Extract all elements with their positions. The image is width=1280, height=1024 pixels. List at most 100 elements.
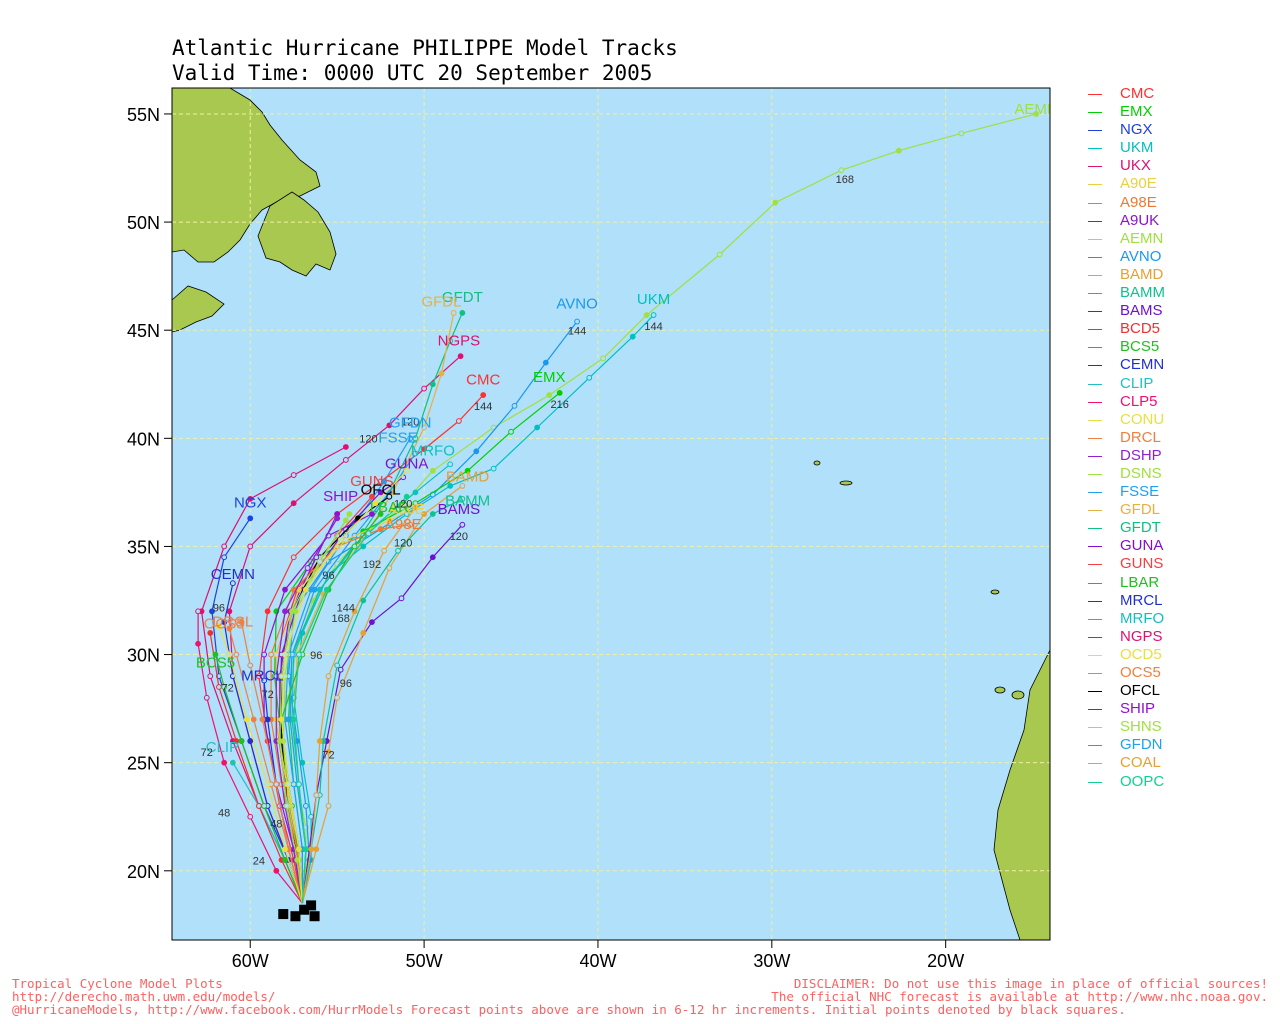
track-point: [276, 738, 283, 744]
legend-item-ngx: NGX: [1080, 121, 1280, 139]
track-point: [838, 167, 845, 174]
track-point: [351, 543, 358, 550]
track-point: [247, 813, 254, 820]
track-point: [421, 385, 427, 392]
track-point: [429, 467, 436, 474]
legend-label: UKM: [1120, 139, 1154, 157]
legend-label: OOPC: [1120, 772, 1165, 790]
track-point: [412, 504, 419, 511]
track-point: [259, 716, 266, 723]
hour-label: 72: [261, 689, 273, 701]
legend-item-ofcl: OFCL: [1080, 682, 1280, 700]
track-point: [325, 748, 332, 755]
track-point: [377, 489, 384, 496]
track-point: [226, 651, 233, 658]
hour-label: 72: [201, 747, 213, 759]
land-azores: [839, 480, 853, 486]
track-point: [290, 554, 297, 561]
legend-swatch: [1088, 202, 1102, 204]
track-label: CMC: [466, 371, 500, 388]
track-point: [302, 846, 309, 853]
hour-label: 96: [213, 602, 225, 614]
track-point: [247, 495, 254, 502]
legend-label: GFDL: [1120, 501, 1161, 519]
track-point: [459, 521, 466, 528]
legend-label: NGPS: [1120, 627, 1163, 645]
legend-label: BCD5: [1120, 320, 1161, 338]
track-point: [304, 565, 311, 571]
track-point: [316, 558, 323, 565]
legend-item-cemn: CEMN: [1080, 356, 1280, 374]
lat-label: 20N: [127, 862, 160, 882]
track-point: [264, 781, 271, 788]
track-point: [290, 781, 297, 788]
track-point: [337, 537, 344, 543]
legend-item-ship: SHIP: [1080, 700, 1280, 718]
footer-url[interactable]: http://derecho.math.uwm.edu/models/: [12, 989, 276, 1004]
legend-swatch: [1088, 166, 1102, 168]
track-point: [289, 608, 295, 615]
legend-item-ocs5: OCS5: [1080, 664, 1280, 682]
hour-label: 72: [222, 682, 234, 694]
legend-item-lbar: LBAR: [1080, 574, 1280, 592]
track-point: [369, 619, 375, 626]
legend-swatch: [1088, 727, 1102, 729]
track-point: [221, 554, 228, 561]
legend-swatch: [1088, 256, 1102, 258]
legend-label: EMX: [1120, 103, 1153, 121]
track-point: [403, 493, 410, 500]
legend-label: CLP5: [1120, 392, 1158, 410]
legend-label: A90E: [1120, 175, 1157, 193]
legend-item-mrfo: MRFO: [1080, 610, 1280, 628]
land-nova-scotia: [172, 285, 225, 333]
legend-label: OFCL: [1120, 682, 1161, 700]
track-label: UKM: [637, 291, 670, 308]
track-point: [334, 662, 341, 669]
legend-item-avno: AVNO: [1080, 248, 1280, 266]
legend-swatch: [1088, 745, 1102, 747]
track-point: [1033, 111, 1039, 117]
legend-label: CONU: [1120, 410, 1165, 428]
initial-point-square: [309, 911, 320, 922]
track-point: [421, 511, 427, 517]
track-point: [325, 673, 332, 680]
legend-swatch: [1088, 546, 1102, 548]
legend-item-bcd5: BCD5: [1080, 320, 1280, 338]
track-point: [256, 673, 262, 680]
legend-item-bamm: BAMM: [1080, 284, 1280, 302]
lon-label: 50W: [406, 951, 443, 971]
track-point: [325, 803, 332, 809]
legend-swatch: [1088, 492, 1102, 494]
track-point: [296, 781, 302, 788]
lat-label: 55N: [127, 105, 160, 125]
track-point: [386, 422, 393, 429]
legend-item-a9uk: A9UK: [1080, 212, 1280, 230]
footer-right: DISCLAIMER: Do not use this image in pla…: [771, 977, 1268, 1004]
track-point: [650, 312, 657, 318]
track-point: [296, 651, 302, 658]
legend-item-a90e: A90E: [1080, 175, 1280, 193]
legend-swatch: [1088, 419, 1102, 421]
legend-item-ocd5: OCD5: [1080, 646, 1280, 664]
legend-label: GFDT: [1120, 519, 1161, 537]
track-label: 120: [401, 416, 419, 428]
track-point: [574, 318, 580, 325]
track-point: [450, 309, 457, 316]
track-point: [195, 608, 201, 615]
track-point: [381, 547, 388, 554]
track-point: [421, 424, 427, 431]
track-oopc: [293, 496, 408, 904]
track-label: 216: [551, 399, 569, 411]
track-point: [247, 738, 254, 744]
legend-swatch: [1088, 238, 1102, 240]
track-label: 120: [450, 531, 468, 543]
track-point: [643, 312, 650, 318]
track-point: [207, 630, 214, 636]
track-point: [264, 716, 271, 723]
legend-swatch: [1088, 383, 1102, 385]
track-point: [282, 586, 288, 593]
legend-label: A9UK: [1120, 211, 1160, 229]
legend-label: GUNS: [1120, 555, 1164, 573]
legend-item-dsns: DSNS: [1080, 465, 1280, 483]
